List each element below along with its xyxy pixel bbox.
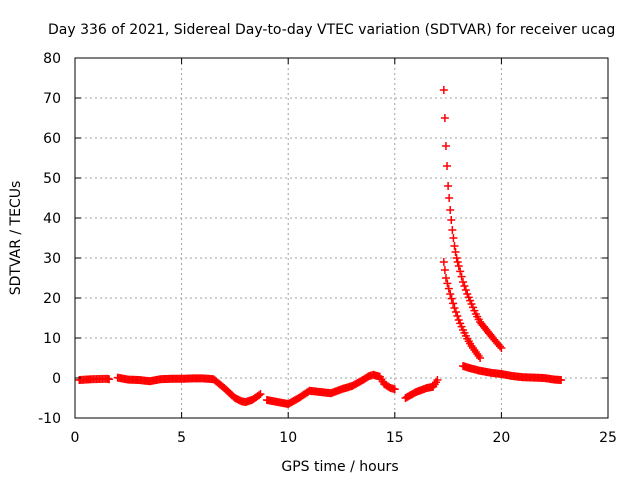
data-point [447,294,456,303]
y-axis-label: SDTVAR / TECUs [8,181,24,296]
chart-title: Day 336 of 2021, Sidereal Day-to-day VTE… [48,22,615,38]
data-point [453,258,462,266]
x-tick-label: 25 [599,430,617,446]
x-axis-label: GPS time / hours [281,459,398,475]
grid-lines [75,58,608,418]
data-point [445,194,454,202]
y-tick-label: 30 [43,251,61,267]
data-point [456,267,465,276]
x-tick-label: 10 [279,430,297,446]
data-point [443,162,452,170]
data-point [440,266,449,274]
data-point [255,391,264,400]
y-tick-label: -10 [38,411,61,427]
data-point [440,114,449,122]
axis-ticks: 0 5 10 15 20 25 -10 0 10 20 30 40 50 60 70 80 [38,51,617,446]
y-tick-label: 40 [43,211,61,227]
data-point [450,304,459,312]
data-point [476,354,485,362]
data-point [439,258,448,266]
data-point [443,279,452,288]
data-point [390,385,399,394]
x-tick-label: 20 [492,430,510,446]
y-tick-label: 10 [43,331,61,347]
data-point [444,182,453,190]
y-tick-label: 80 [43,51,61,67]
data-point [557,376,566,384]
data-point [454,262,463,270]
x-tick-label: 5 [177,430,186,446]
plot-border [74,57,609,419]
data-point [450,242,459,250]
data-point [449,299,458,308]
data-point [460,282,469,290]
data-point [441,274,450,282]
data-point [439,86,448,94]
data-point [105,375,114,384]
x-tick-label: 0 [71,430,80,446]
data-point [446,206,455,214]
data-point [448,226,457,234]
y-tick-label: 0 [52,371,61,387]
data-markers [75,86,566,408]
data-point [451,248,460,256]
y-tick-label: 20 [43,291,61,307]
data-point [452,254,461,262]
data-point [459,278,468,286]
y-tick-label: 60 [43,131,61,147]
y-tick-label: 70 [43,91,61,107]
data-point [461,286,470,294]
y-tick-label: 50 [43,171,61,187]
data-point [495,342,504,351]
data-point [447,216,456,224]
data-point [441,142,450,150]
data-point [497,344,506,352]
data-point [453,312,462,320]
data-point [446,290,455,298]
data-point [449,234,458,242]
x-tick-label: 15 [386,430,404,446]
data-point [433,376,442,384]
data-point [256,390,265,398]
data-point [444,284,453,293]
data-point [457,272,466,281]
data-point [451,308,460,316]
